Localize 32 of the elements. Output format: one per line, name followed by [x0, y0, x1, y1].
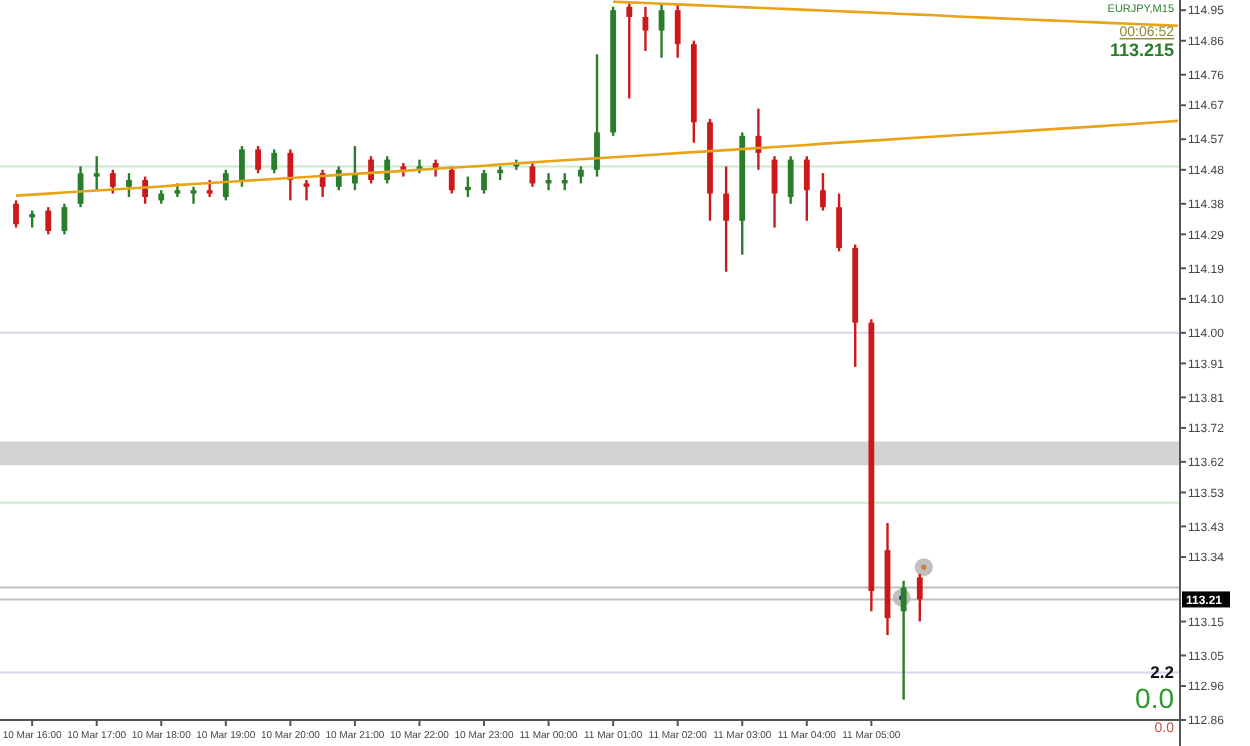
candlestick	[126, 172, 132, 199]
candlestick	[836, 192, 842, 253]
candlestick	[222, 168, 229, 202]
candlestick	[45, 205, 52, 236]
candlestick	[109, 168, 116, 195]
candlestick	[803, 155, 810, 222]
candlestick	[674, 2, 681, 59]
candlestick	[755, 107, 762, 172]
annotation: 113.215	[1109, 40, 1174, 60]
candlestick	[723, 165, 730, 273]
candlestick	[916, 572, 923, 623]
candlestick	[93, 155, 100, 192]
candlestick	[448, 165, 455, 195]
candlestick	[368, 155, 374, 185]
candlestick	[13, 199, 19, 229]
candlestick	[255, 144, 261, 175]
candlestick	[239, 144, 245, 188]
candlestick	[271, 148, 278, 175]
candlestick	[626, 2, 633, 100]
candlestick	[787, 155, 794, 205]
candlestick	[303, 178, 310, 202]
candlestick	[481, 168, 487, 195]
candlestick	[319, 168, 326, 199]
candlestick	[820, 172, 826, 212]
candlestick	[287, 148, 294, 202]
annotation: 2.2	[1150, 662, 1175, 682]
candlestick	[190, 185, 197, 205]
annotation: 0.0	[1135, 682, 1175, 714]
candlestick	[594, 53, 600, 178]
candlestick	[384, 155, 391, 185]
candlestick	[464, 175, 471, 199]
line-series	[611, 0, 1180, 28]
